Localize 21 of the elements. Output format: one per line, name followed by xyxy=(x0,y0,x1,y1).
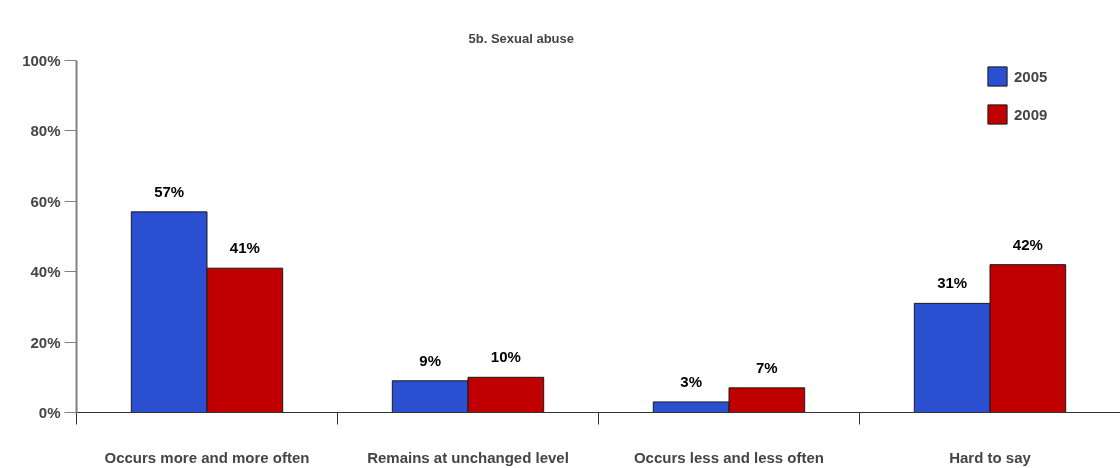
y-tick-label: 40% xyxy=(30,263,61,281)
x-tick-label: Hard to say xyxy=(949,448,1032,466)
chart-title: 5b. Sexual abuse xyxy=(468,30,574,46)
y-tick-label: 100% xyxy=(22,52,61,69)
data-label: 42% xyxy=(1012,235,1043,253)
y-tick-label: 80% xyxy=(30,122,61,140)
x-tick-label: Occurs more and more often xyxy=(104,448,310,466)
data-label: 7% xyxy=(756,358,778,376)
y-tick-label: 0% xyxy=(38,404,61,421)
data-label: 41% xyxy=(229,239,260,257)
legend-label: 2009 xyxy=(1014,105,1048,123)
data-label: 9% xyxy=(419,351,441,369)
y-tick-label: 20% xyxy=(30,333,61,351)
legend-label: 2005 xyxy=(1014,67,1048,85)
data-label: 10% xyxy=(490,348,521,366)
y-tick-label: 60% xyxy=(30,192,61,210)
data-label: 57% xyxy=(154,182,185,200)
data-label: 31% xyxy=(937,274,968,292)
data-label: 3% xyxy=(680,372,702,390)
x-tick-label: Occurs less and less often xyxy=(633,448,825,466)
x-tick-label: Remains at unchanged level xyxy=(367,448,569,466)
